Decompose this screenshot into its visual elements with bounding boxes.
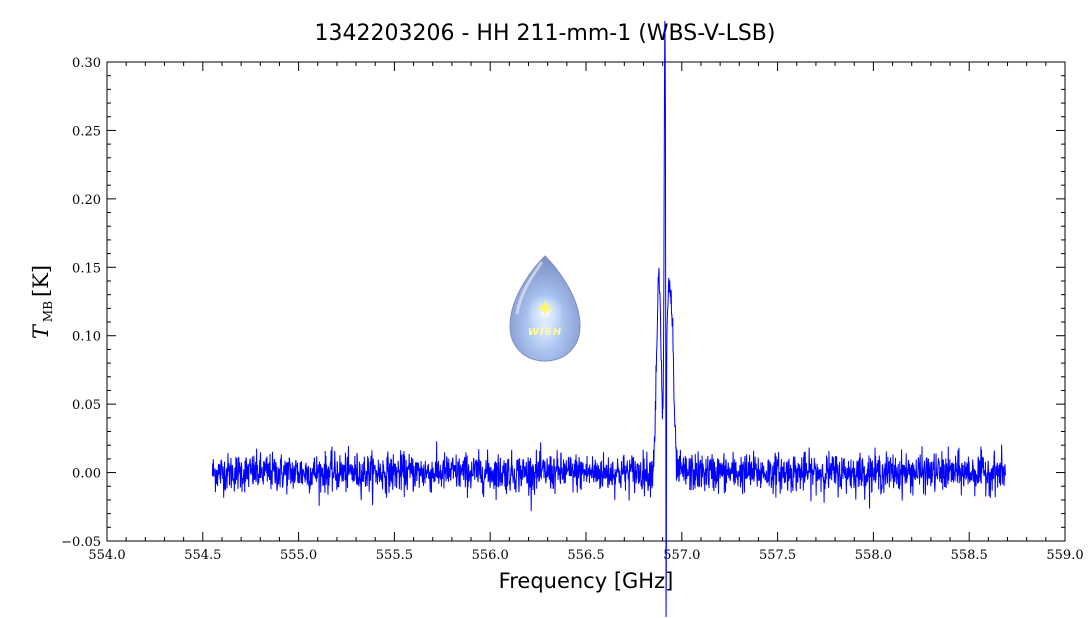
x-tick-label: 555.0: [280, 548, 317, 563]
x-tick-label: 558.0: [855, 548, 892, 563]
y-tick-label: 0.25: [72, 124, 101, 139]
x-axis-label: Frequency [GHz]: [499, 569, 674, 593]
y-tick-label: 0.30: [72, 56, 101, 71]
star-icon: [537, 300, 553, 316]
x-axis: 554.0 554.5 555.0 555.5 556.0 556.5 557.0 557.5…: [88, 62, 1084, 563]
x-tick-label: 557.0: [663, 548, 700, 563]
y-tick-label: 0.05: [72, 398, 101, 413]
y-axis-label-sub: MB: [41, 301, 55, 322]
logo-text: WISH: [528, 327, 562, 338]
x-tick-label: 556.5: [567, 548, 604, 563]
x-tick-label: 556.0: [472, 548, 509, 563]
y-tick-label: 0.20: [72, 193, 101, 208]
x-tick-label: 554.0: [88, 548, 125, 563]
y-tick-label: −0.05: [61, 535, 101, 550]
x-tick-label: 554.5: [184, 548, 221, 563]
y-axis-label: TMB [K]: [29, 265, 55, 339]
x-tick-label: 559.0: [1046, 548, 1083, 563]
y-axis-label-main: T: [29, 323, 53, 339]
y-axis-label-unit: [K]: [29, 265, 53, 297]
y-tick-label: 0.00: [72, 467, 101, 482]
x-tick-label: 558.5: [951, 548, 988, 563]
x-tick-label: 557.5: [759, 548, 796, 563]
y-axis: −0.05 0.00 0.05 0.10 0.15 0.20 0.25 0.30: [61, 56, 1065, 550]
chart-title: 1342203206 - HH 211-mm-1 (WBS-V-LSB): [315, 21, 776, 46]
y-tick-label: 0.10: [72, 330, 101, 345]
x-tick-label: 555.5: [376, 548, 413, 563]
spectrum-series-line: [211, 20, 1007, 618]
wish-logo: WISH: [509, 255, 581, 362]
y-tick-label: 0.15: [72, 261, 101, 276]
